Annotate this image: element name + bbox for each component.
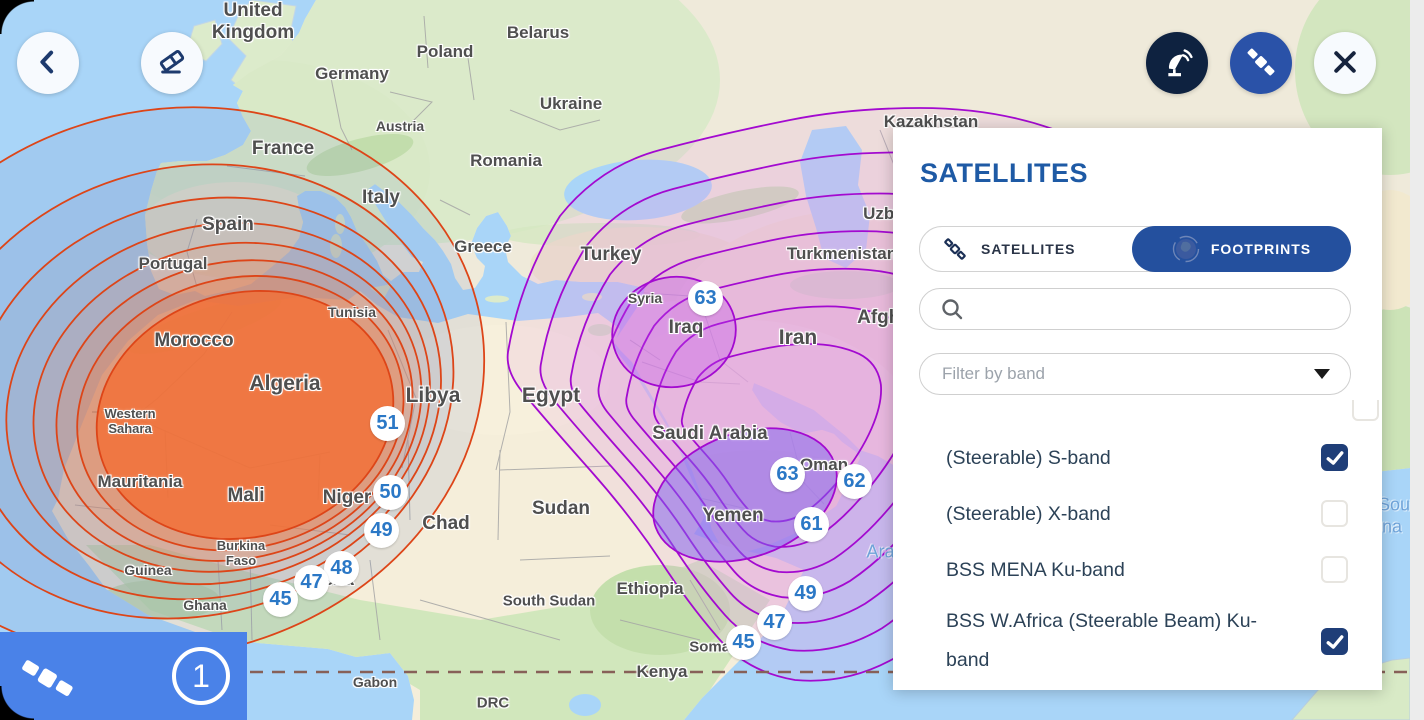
band-filter-input[interactable] xyxy=(940,363,1300,385)
satellite-dish-icon xyxy=(1161,46,1193,81)
checkbox-s-band[interactable] xyxy=(1321,444,1348,471)
tab-satellites-label: SATELLITES xyxy=(981,241,1076,257)
contour-badge: 49 xyxy=(788,576,823,611)
back-button[interactable] xyxy=(17,32,79,94)
contour-badge: 63 xyxy=(770,457,805,492)
band-row-x-band: (Steerable) X-band xyxy=(946,500,1351,528)
checkbox-x-band[interactable] xyxy=(1321,500,1348,527)
satellites-panel: SATELLITES SATELLITES FOOTPRINTS xyxy=(893,128,1382,690)
contour-badge: 47 xyxy=(294,565,329,600)
checkbox-partial[interactable] xyxy=(1352,400,1379,421)
tab-footprints-label: FOOTPRINTS xyxy=(1210,241,1312,257)
satellite-icon xyxy=(0,636,114,720)
contour-badge: 45 xyxy=(726,625,761,660)
contour-badge: 48 xyxy=(324,551,359,586)
search-input[interactable] xyxy=(978,298,1330,320)
satellite-button[interactable] xyxy=(1230,32,1292,94)
band-filter-dropdown[interactable] xyxy=(919,353,1351,395)
globe-icon xyxy=(1172,235,1200,263)
eraser-button[interactable] xyxy=(141,32,203,94)
contour-badge: 51 xyxy=(370,406,405,441)
contour-badge: 49 xyxy=(364,513,399,548)
checkbox-bss-mena[interactable] xyxy=(1321,556,1348,583)
search-box xyxy=(919,288,1351,330)
band-label: BSS W.Africa (Steerable Beam) Ku-band xyxy=(946,610,1258,671)
screen-edge-strip xyxy=(1410,0,1424,720)
band-label: (Steerable) S-band xyxy=(946,447,1111,469)
contour-badge: 63 xyxy=(688,281,723,316)
satellite-icon xyxy=(942,236,968,262)
satellite-icon xyxy=(1244,45,1278,82)
eraser-icon xyxy=(156,46,188,81)
search-icon xyxy=(940,297,964,321)
tab-footprints[interactable]: FOOTPRINTS xyxy=(1132,226,1351,272)
selection-count: 1 xyxy=(192,657,210,694)
panel-title: SATELLITES xyxy=(920,158,1089,188)
tab-satellites[interactable]: SATELLITES xyxy=(920,227,1132,271)
satellite-dish-button[interactable] xyxy=(1146,32,1208,94)
contour-badge: 62 xyxy=(837,464,872,499)
band-label: (Steerable) X-band xyxy=(946,503,1111,525)
band-row-bss-mena: BSS MENA Ku-band xyxy=(946,556,1351,584)
contour-badge: 50 xyxy=(373,475,408,510)
checkbox-bss-wafrica[interactable] xyxy=(1321,628,1348,655)
band-label: BSS MENA Ku-band xyxy=(946,559,1125,581)
selected-satellite-badge[interactable]: 1 xyxy=(0,632,247,720)
view-toggle: SATELLITES FOOTPRINTS xyxy=(919,226,1351,272)
chevron-left-icon xyxy=(33,47,63,80)
band-row-bss-wafrica: BSS W.Africa (Steerable Beam) Ku-band xyxy=(946,602,1351,682)
contour-badge: 61 xyxy=(794,507,829,542)
close-icon xyxy=(1330,47,1360,80)
selection-count-badge: 1 xyxy=(172,647,230,705)
band-row-s-band: (Steerable) S-band xyxy=(946,444,1351,472)
band-list: (Steerable) S-band (Steerable) X-band BS… xyxy=(893,400,1382,690)
caret-down-icon xyxy=(1314,369,1330,379)
close-button[interactable] xyxy=(1314,32,1376,94)
contour-badge: 47 xyxy=(757,605,792,640)
contour-badge: 45 xyxy=(263,582,298,617)
